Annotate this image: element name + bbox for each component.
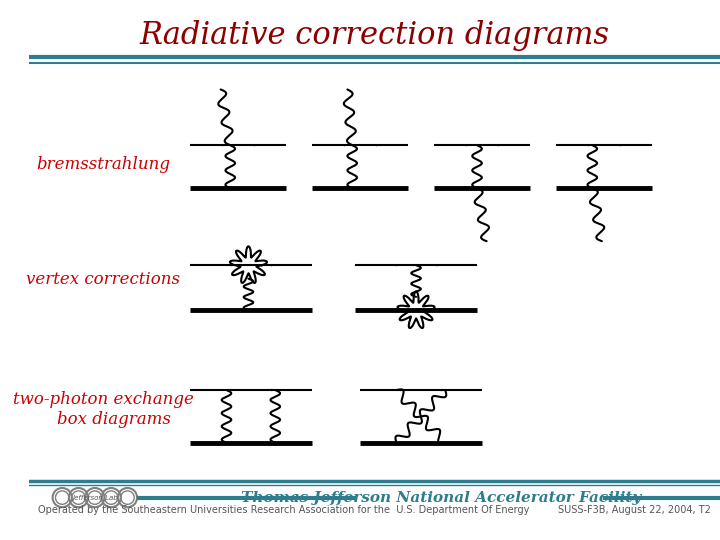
- Text: Radiative correction diagrams: Radiative correction diagrams: [139, 20, 609, 51]
- Text: two-photon exchange
    box diagrams: two-photon exchange box diagrams: [13, 391, 194, 428]
- Text: bremsstrahlung: bremsstrahlung: [37, 156, 171, 173]
- Text: SUSS-F3B, August 22, 2004, T2: SUSS-F3B, August 22, 2004, T2: [557, 505, 711, 515]
- Text: Jefferson Lab: Jefferson Lab: [72, 495, 117, 501]
- Text: vertex corrections: vertex corrections: [27, 271, 181, 288]
- Text: Operated by the Southeastern Universities Research Association for the  U.S. Dep: Operated by the Southeastern Universitie…: [38, 505, 529, 515]
- Text: Thomas Jefferson National Accelerator Facility: Thomas Jefferson National Accelerator Fa…: [241, 491, 642, 504]
